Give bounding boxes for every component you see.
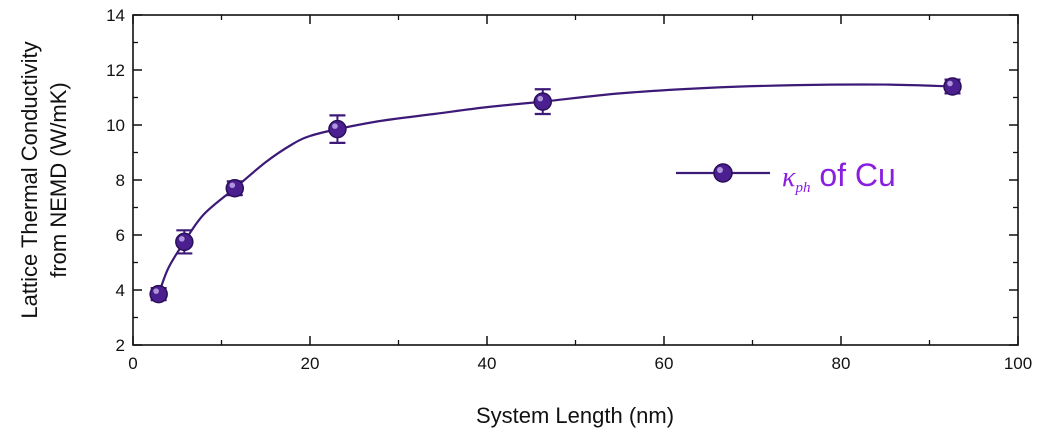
data-point-highlight bbox=[153, 288, 159, 294]
data-point-highlight bbox=[537, 95, 544, 102]
y-tick-label: 4 bbox=[116, 281, 125, 300]
x-tick-label: 40 bbox=[478, 354, 497, 373]
data-point-highlight bbox=[229, 182, 236, 189]
x-tick-label: 60 bbox=[655, 354, 674, 373]
legend-marker-highlight bbox=[717, 167, 723, 173]
x-tick-label: 80 bbox=[832, 354, 851, 373]
data-point bbox=[149, 284, 168, 304]
series-group bbox=[149, 77, 962, 304]
data-point bbox=[175, 232, 194, 252]
data-point bbox=[533, 92, 553, 111]
data-point-highlight bbox=[179, 236, 185, 242]
axis-tick-labels: 0 20 40 60 80 100 2 4 6 8 10 12 14 bbox=[106, 6, 1032, 373]
fit-curve bbox=[157, 83, 953, 295]
x-tick-label: 20 bbox=[301, 354, 320, 373]
axis-ticks bbox=[132, 14, 1019, 346]
legend-suffix: of Cu bbox=[810, 157, 895, 193]
y-tick-label: 10 bbox=[106, 116, 125, 135]
y-axis-title-line1: Lattice Thermal Conductivity bbox=[17, 41, 42, 318]
y-tick-label: 6 bbox=[116, 226, 125, 245]
data-point bbox=[943, 77, 962, 96]
y-tick-label: 14 bbox=[106, 6, 125, 25]
x-tick-label: 100 bbox=[1004, 354, 1032, 373]
data-point-highlight bbox=[947, 80, 953, 87]
legend-subscript: ph bbox=[794, 180, 810, 196]
x-axis-title: System Length (nm) bbox=[476, 403, 674, 428]
x-tick-label: 0 bbox=[128, 354, 137, 373]
legend: κph of Cu bbox=[676, 157, 896, 196]
data-point-highlight bbox=[332, 123, 338, 129]
data-point bbox=[225, 179, 245, 198]
y-tick-label: 8 bbox=[116, 171, 125, 190]
data-point bbox=[328, 119, 347, 139]
legend-label: κph of Cu bbox=[782, 157, 896, 196]
y-tick-label: 12 bbox=[106, 61, 125, 80]
legend-marker bbox=[713, 163, 733, 183]
y-tick-label: 2 bbox=[116, 336, 125, 355]
y-axis-title-line2: from NEMD (W/mK) bbox=[46, 82, 71, 278]
legend-kappa-symbol: κ bbox=[782, 162, 796, 193]
